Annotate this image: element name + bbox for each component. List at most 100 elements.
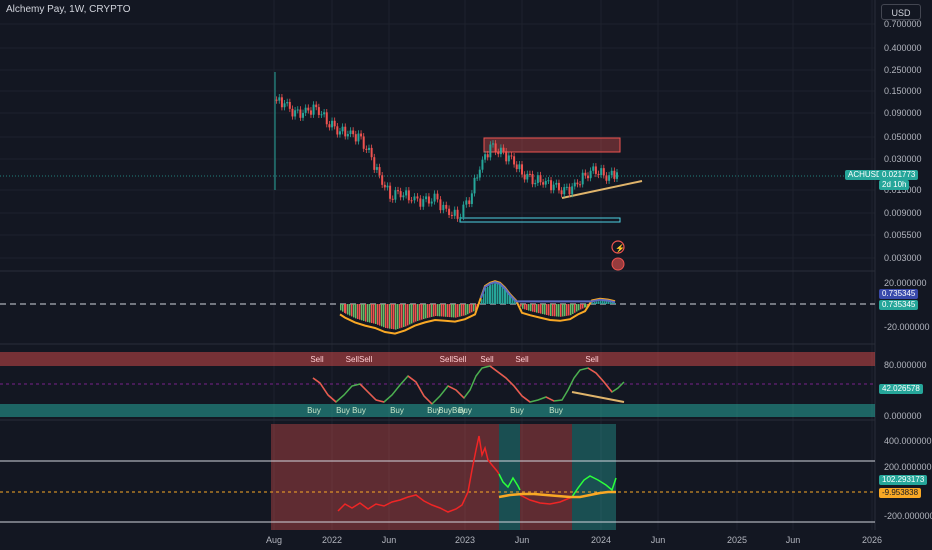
histogram-bar bbox=[457, 304, 459, 318]
time-tick-label: 2025 bbox=[727, 535, 747, 545]
histogram-bar bbox=[592, 302, 594, 304]
bear-zone-2 bbox=[520, 424, 572, 530]
histogram-bar bbox=[413, 304, 415, 323]
candle-body bbox=[610, 170, 613, 176]
candle-body bbox=[589, 170, 592, 179]
candle-body bbox=[275, 99, 278, 101]
candle-body bbox=[489, 144, 492, 158]
candle-body bbox=[510, 155, 513, 157]
histogram-bar bbox=[365, 304, 367, 322]
candle-body bbox=[573, 182, 576, 187]
candle-body bbox=[286, 102, 289, 104]
candle-body bbox=[360, 133, 363, 137]
histogram-bar bbox=[403, 304, 405, 328]
histogram-bar bbox=[548, 304, 550, 316]
histogram-bar bbox=[528, 304, 530, 311]
histogram-bar bbox=[526, 304, 528, 310]
osc-falling-segment bbox=[595, 372, 605, 383]
pane-tick-label: -20.000000 bbox=[884, 322, 930, 332]
candle-body bbox=[294, 110, 297, 117]
candle-body bbox=[568, 186, 571, 195]
sell-signal-label: Sell bbox=[310, 355, 324, 364]
time-tick-label: 2023 bbox=[455, 535, 475, 545]
candle-body bbox=[478, 169, 481, 178]
osc-falling-segment bbox=[545, 396, 555, 402]
grid-lines bbox=[0, 0, 875, 530]
osc-falling-segment bbox=[319, 382, 329, 396]
pane-tick-label: 400.000000 bbox=[884, 436, 932, 446]
osc-falling-segment bbox=[513, 385, 523, 397]
sell-signal-label: SellSell bbox=[440, 355, 467, 364]
histogram-bar bbox=[381, 304, 383, 327]
candle-body bbox=[416, 196, 419, 199]
candle-body bbox=[307, 107, 310, 111]
pane-tick-label: -200.000000 bbox=[884, 511, 932, 521]
buy-signal-label: Buy bbox=[336, 406, 350, 415]
histogram-bar bbox=[373, 304, 375, 324]
histogram-bar bbox=[387, 304, 389, 329]
candle-body bbox=[597, 173, 600, 175]
candle-body bbox=[555, 182, 558, 185]
histogram-bar bbox=[441, 304, 443, 317]
price-tick-label: 0.015000 bbox=[884, 185, 922, 195]
histogram-bar bbox=[397, 304, 399, 329]
histogram-bar bbox=[524, 304, 526, 310]
histogram-bar bbox=[550, 304, 552, 316]
oversold-band bbox=[0, 404, 875, 417]
histogram-bar bbox=[534, 304, 536, 313]
candle-body bbox=[499, 147, 502, 155]
candle-body bbox=[550, 180, 553, 191]
histogram-bar bbox=[389, 304, 391, 329]
histogram-bar bbox=[606, 301, 608, 304]
candle-body bbox=[362, 136, 365, 149]
histogram-bar bbox=[505, 289, 507, 304]
candle-body bbox=[302, 112, 305, 118]
candle-body bbox=[291, 108, 294, 117]
histogram-bar bbox=[463, 304, 465, 316]
histogram-bar bbox=[453, 304, 455, 318]
candle-body bbox=[442, 204, 445, 211]
histogram-bar bbox=[540, 304, 542, 314]
histogram-bar bbox=[395, 304, 397, 330]
candle-body bbox=[383, 184, 386, 188]
macd-line-upper bbox=[480, 281, 616, 304]
candle-body bbox=[445, 204, 448, 209]
histogram-bar bbox=[504, 288, 506, 304]
histogram-bar bbox=[495, 283, 497, 304]
flag-icon[interactable] bbox=[611, 257, 625, 271]
time-tick-label: Jun bbox=[651, 535, 666, 545]
candle-body bbox=[373, 157, 376, 170]
candle-body bbox=[427, 196, 430, 204]
candle-body bbox=[278, 97, 281, 101]
candle-body bbox=[453, 209, 456, 216]
histogram-bar bbox=[449, 304, 451, 318]
price-tick-label: 0.250000 bbox=[884, 65, 922, 75]
candle-body bbox=[344, 126, 347, 137]
candle-body bbox=[539, 175, 542, 183]
candle-body bbox=[491, 143, 494, 145]
histogram-bar bbox=[570, 304, 572, 316]
price-axis-labels: 0.700000 0.400000 0.250000 0.150000 0.090000… bbox=[884, 19, 932, 521]
currency-button[interactable]: USD bbox=[881, 4, 921, 20]
candle-body bbox=[315, 104, 318, 108]
histogram-bar bbox=[558, 304, 560, 317]
candle-body bbox=[513, 156, 516, 165]
candle-body bbox=[544, 180, 547, 185]
countdown-badge: 2d 10h bbox=[879, 180, 910, 190]
candle-body bbox=[331, 120, 334, 128]
histogram-bar bbox=[419, 304, 421, 321]
histogram-bar bbox=[451, 304, 453, 318]
candle-body bbox=[579, 184, 582, 186]
lightning-icon[interactable] bbox=[611, 240, 625, 254]
osc-falling-segment bbox=[455, 389, 465, 399]
osc-falling-segment bbox=[375, 399, 385, 403]
histogram-bar bbox=[485, 288, 487, 304]
pane-tick-label: 200.000000 bbox=[884, 462, 932, 472]
candle-body bbox=[422, 199, 425, 207]
candle-body bbox=[542, 182, 545, 185]
histogram-bar bbox=[353, 304, 355, 318]
lower-red-line bbox=[337, 435, 573, 513]
histogram-bar bbox=[512, 298, 514, 304]
osc-falling-segment bbox=[312, 377, 321, 384]
